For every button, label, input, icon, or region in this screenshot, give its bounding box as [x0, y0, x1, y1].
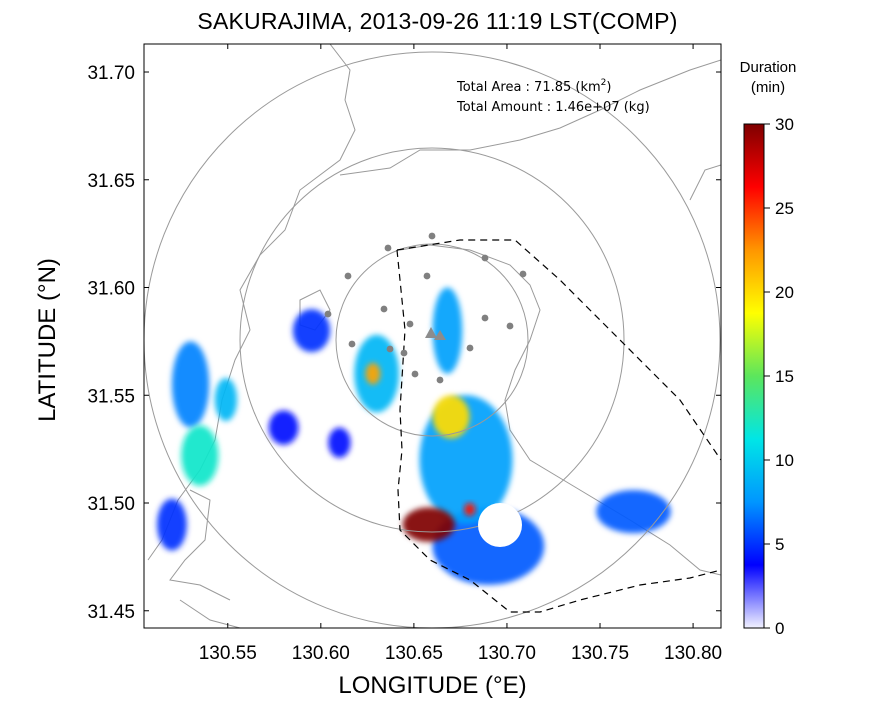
y-tick-label: 31.65	[87, 171, 135, 192]
precipitation-cell	[268, 410, 299, 445]
station-dot	[324, 310, 332, 318]
range-rings	[144, 51, 721, 628]
station-dot	[348, 340, 356, 348]
observation-stations	[324, 232, 527, 384]
precipitation-cell	[464, 503, 476, 516]
station-dot	[428, 232, 436, 240]
colorbar-tick-label: 20	[775, 283, 794, 302]
x-tick-label: 130.60	[292, 643, 350, 664]
precipitation-cell	[292, 309, 331, 353]
station-dot	[506, 322, 514, 330]
total-area-annotation: Total Area : 71.85 (km2)	[456, 78, 611, 95]
precipitation-cell	[432, 287, 463, 374]
plot-area	[144, 44, 721, 628]
station-dot	[380, 305, 388, 313]
colorbar-tick-label: 10	[775, 451, 794, 470]
precipitation-cell	[328, 427, 351, 458]
y-tick-label: 31.70	[87, 63, 135, 84]
station-dot	[386, 345, 394, 353]
precipitation-cell	[157, 498, 187, 551]
colorbar-tick-label: 25	[775, 199, 794, 218]
y-tick-label: 31.55	[87, 386, 135, 407]
precipitation-cell	[365, 362, 381, 385]
station-dot	[400, 349, 408, 357]
colorbar-tick-label: 0	[775, 619, 784, 638]
colorbar-tick-label: 5	[775, 535, 784, 554]
x-tick-label: 130.65	[385, 643, 443, 664]
colorbar-tick-label: 30	[775, 115, 794, 134]
y-tick-label: 31.60	[87, 279, 135, 300]
station-dot	[344, 272, 352, 280]
y-tick-label: 31.45	[87, 602, 135, 623]
range-ring-outer	[144, 51, 721, 628]
colorbar-title: Duration	[740, 59, 797, 76]
station-dot	[384, 244, 392, 252]
colorbar-tick-label: 15	[775, 367, 794, 386]
x-tick-label: 130.70	[478, 643, 536, 664]
station-dot	[466, 344, 474, 352]
total-amount-annotation: Total Amount : 1.46e+07 (kg)	[456, 100, 650, 115]
precipitation-cell	[181, 425, 219, 486]
precipitation-cell	[432, 395, 470, 439]
precipitation-cell	[402, 507, 455, 542]
plot-frame	[143, 43, 722, 629]
crater-marker-icon	[434, 330, 446, 340]
station-dot	[423, 272, 431, 280]
x-tick-label: 130.75	[571, 643, 629, 664]
station-dot	[436, 376, 444, 384]
range-ring-inner	[335, 243, 529, 437]
y-axis-ticks: 31.70 31.65 31.60 31.55 31.50 31.45	[87, 63, 721, 623]
station-dot	[481, 254, 489, 262]
station-dot	[406, 320, 414, 328]
radar-hole	[478, 503, 522, 547]
x-axis-ticks: 130.55 130.60 130.65 130.70 130.75 130.80	[199, 44, 722, 664]
station-dot	[481, 314, 489, 322]
y-tick-label: 31.50	[87, 494, 135, 515]
chart-title: SAKURAJIMA, 2013-09-26 11:19 LST(COMP)	[197, 8, 678, 34]
station-dot	[519, 270, 527, 278]
station-dot	[411, 370, 419, 378]
precipitation-cell	[171, 341, 210, 428]
colorbar-unit: (min)	[751, 79, 785, 96]
x-axis-label: LONGITUDE (°E)	[338, 672, 527, 699]
range-ring-middle	[239, 147, 625, 533]
boundary-lines	[396, 239, 721, 613]
x-tick-label: 130.80	[664, 643, 722, 664]
volcano-markers	[425, 327, 446, 340]
precipitation-cell	[214, 378, 238, 422]
precipitation-cell	[596, 490, 671, 534]
colorbar	[743, 123, 765, 629]
crater-marker-icon	[425, 327, 437, 338]
precipitation-cells	[157, 287, 671, 585]
x-tick-label: 130.55	[199, 643, 257, 664]
colorbar-ticks: 30 25 20 15 10 5 0	[764, 115, 794, 638]
